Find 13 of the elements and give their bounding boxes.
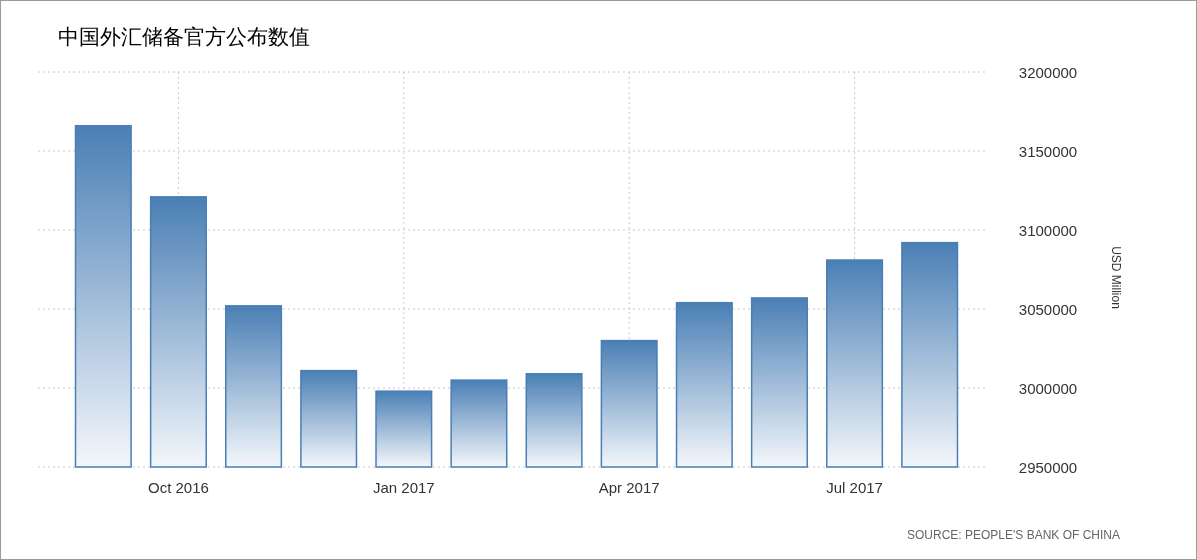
y-tick-label: 3100000 bbox=[1018, 222, 1078, 239]
x-tick-label: Jul 2017 bbox=[826, 479, 883, 496]
x-tick-label: Jan 2017 bbox=[372, 479, 435, 496]
chart-title: 中国外汇储备官方公布数值 bbox=[58, 25, 310, 49]
y-tick-label: 3000000 bbox=[1018, 380, 1078, 397]
y-axis-title: USD Million bbox=[1109, 246, 1123, 309]
x-tick-label: Apr 2017 bbox=[598, 479, 660, 496]
x-tick-label: Oct 2016 bbox=[148, 479, 209, 496]
source-note: SOURCE: PEOPLE'S BANK OF CHINA bbox=[906, 528, 1120, 542]
y-tick-label: 3150000 bbox=[1018, 143, 1078, 160]
y-tick-label: 2950000 bbox=[1018, 459, 1078, 476]
y-tick-label: 3050000 bbox=[1018, 301, 1078, 318]
y-tick-label: 3200000 bbox=[1018, 64, 1078, 81]
